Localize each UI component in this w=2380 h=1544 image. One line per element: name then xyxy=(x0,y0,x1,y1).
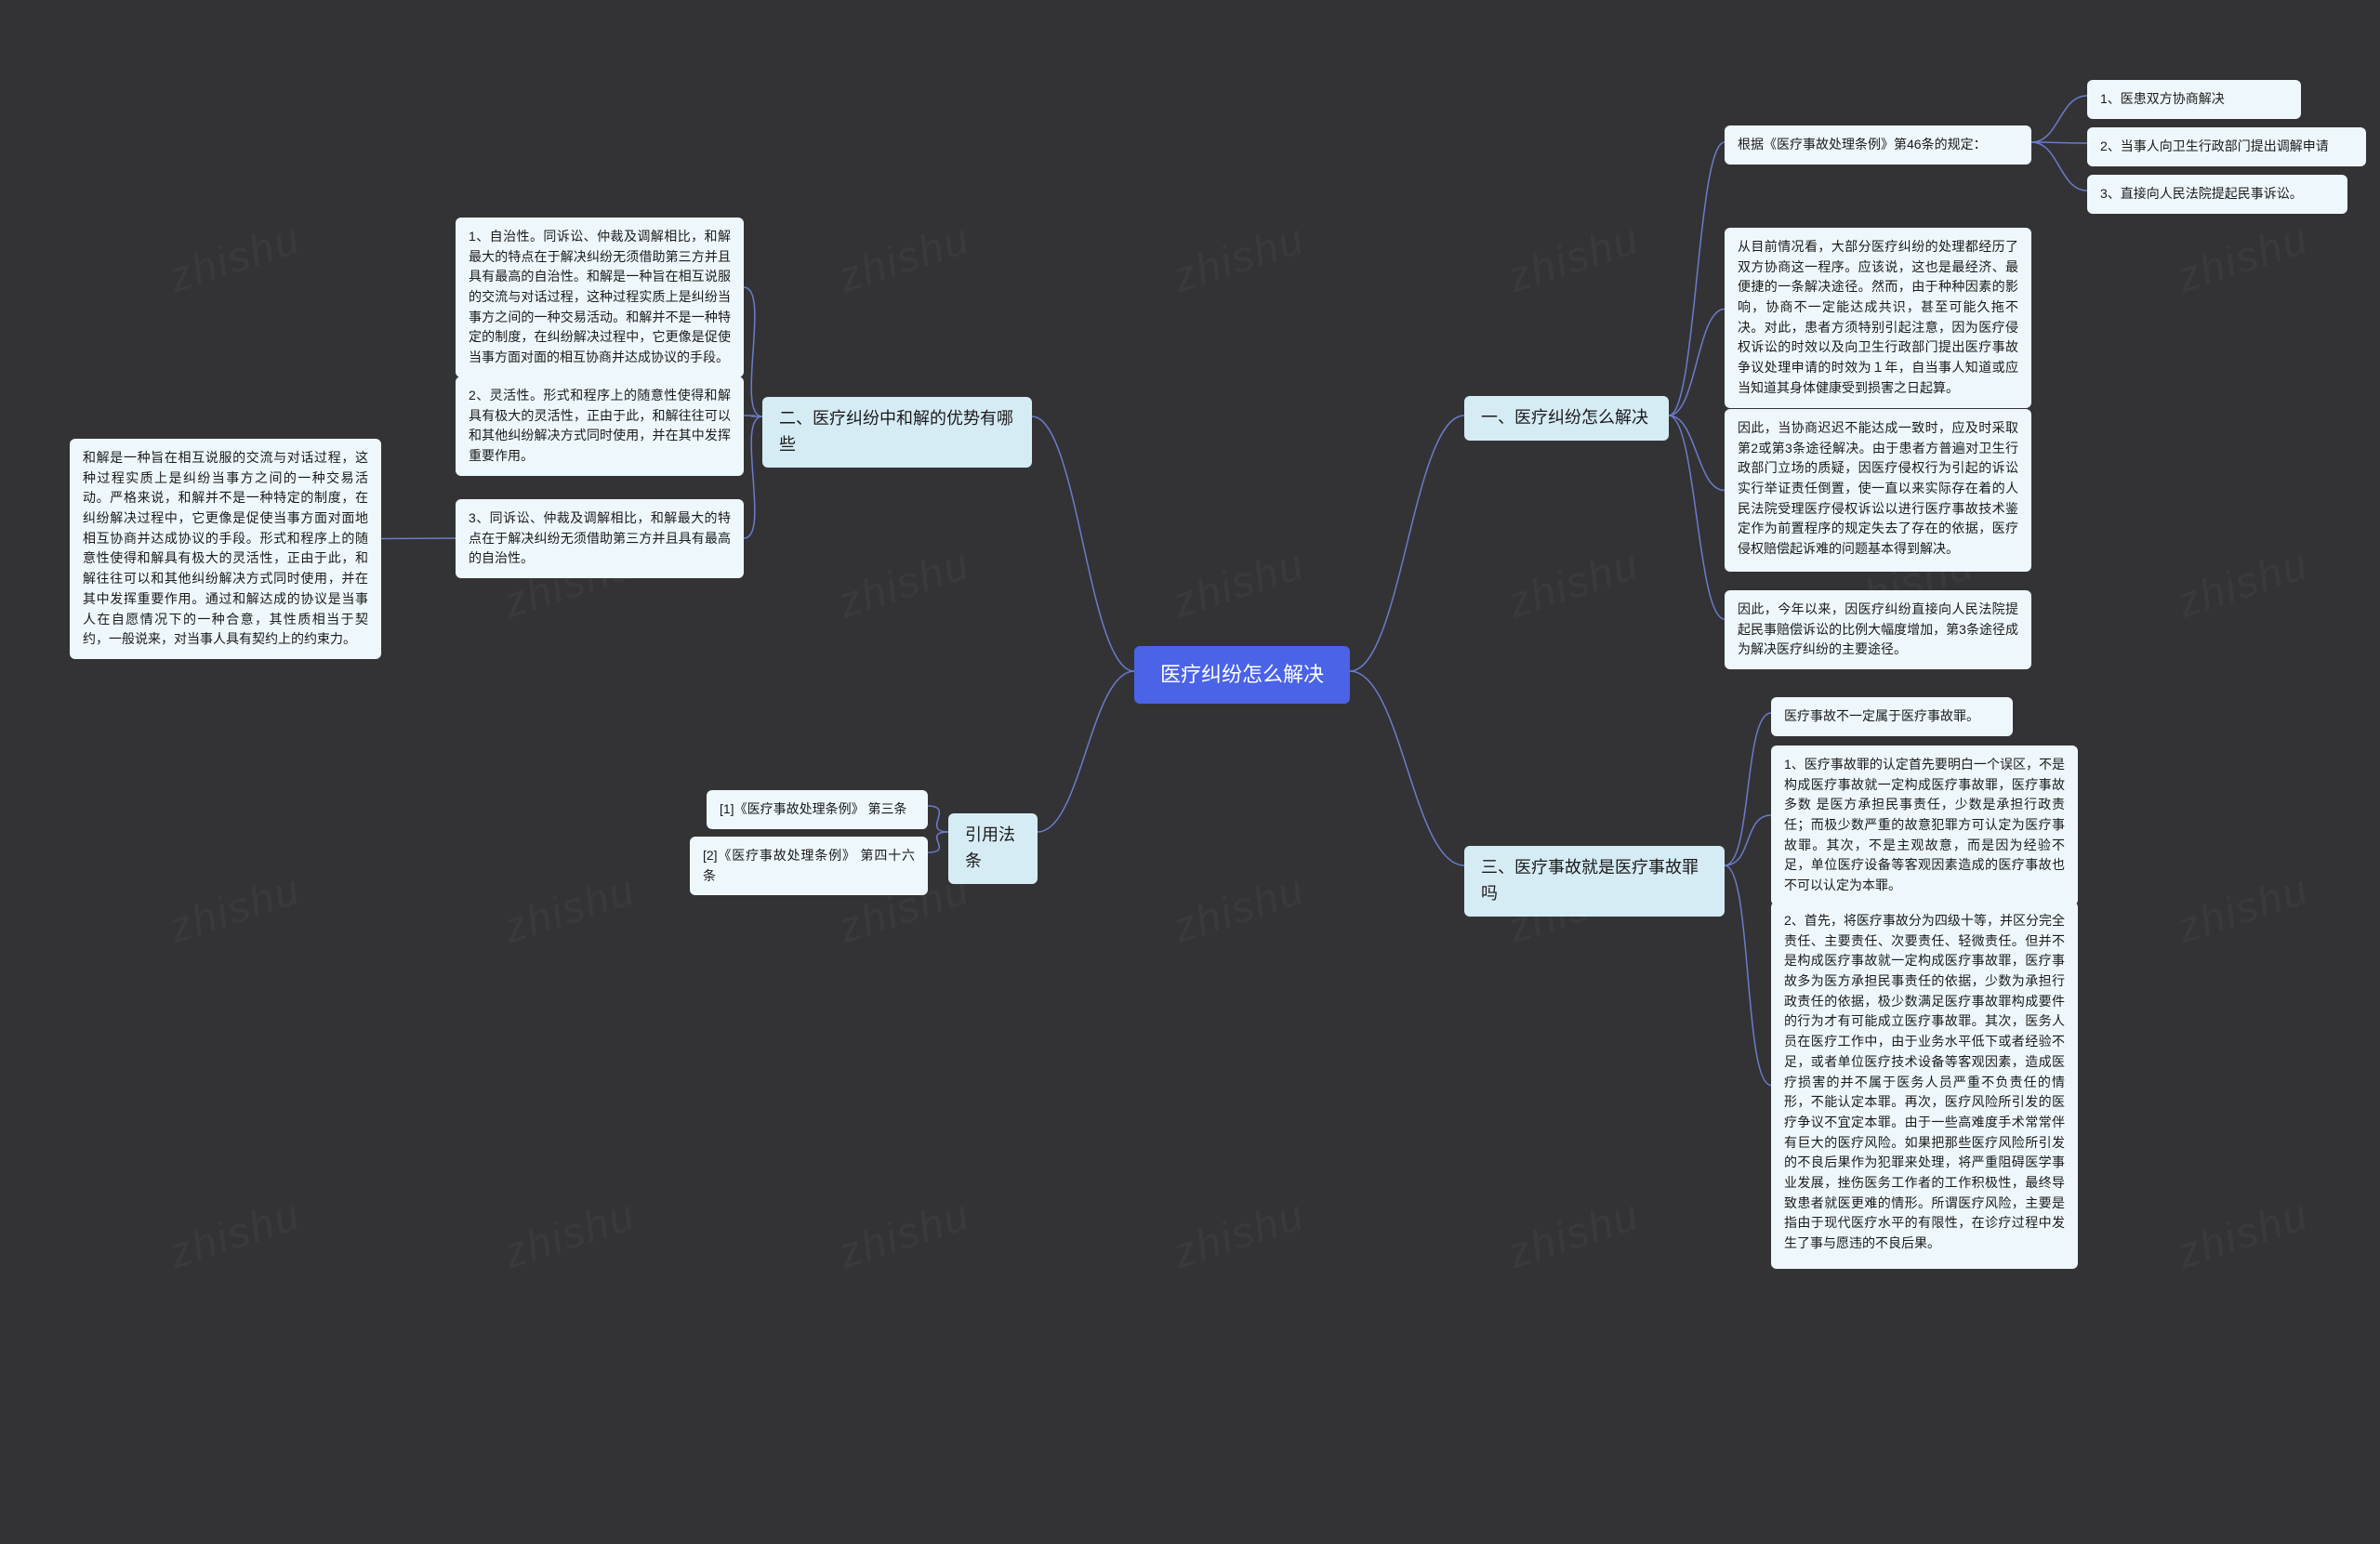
mindmap-node-b1b[interactable]: 从目前情况看，大部分医疗纠纷的处理都经历了双方协商这一程序。应该说，这也是最经济… xyxy=(1725,228,2031,408)
mindmap-node-b2b[interactable]: 2、灵活性。形式和程序上的随意性使得和解具有极大的灵活性，正由于此，和解往往可以… xyxy=(456,376,744,476)
watermark: zhishu xyxy=(2171,538,2315,627)
watermark: zhishu xyxy=(832,1189,976,1278)
mindmap-node-b1c[interactable]: 因此，当协商迟迟不能达成一致时，应及时采取第2或第3条途径解决。由于患者方普遍对… xyxy=(1725,409,2031,572)
connector xyxy=(2031,96,2087,142)
connector xyxy=(1350,416,1464,671)
mindmap-node-b2c[interactable]: 3、同诉讼、仲裁及调解相比，和解最大的特点在于解决纠纷无须借助第三方并且具有最高… xyxy=(456,499,744,578)
connector xyxy=(1350,671,1464,865)
connector xyxy=(1032,416,1134,671)
watermark: zhishu xyxy=(497,864,641,953)
mindmap-node-b2cx[interactable]: 和解是一种旨在相互说服的交流与对话过程，这种过程实质上是纠纷当事方之间的一种交易… xyxy=(70,439,381,659)
watermark: zhishu xyxy=(1167,864,1311,953)
connector xyxy=(928,806,948,832)
watermark: zhishu xyxy=(2171,1189,2315,1278)
watermark: zhishu xyxy=(163,1189,307,1278)
mindmap-node-b4[interactable]: 引用法条 xyxy=(948,813,1038,884)
mindmap-node-b1a3[interactable]: 3、直接向人民法院提起民事诉讼。 xyxy=(2087,175,2347,214)
mindmap-node-root[interactable]: 医疗纠纷怎么解决 xyxy=(1134,646,1350,704)
watermark: zhishu xyxy=(1167,213,1311,302)
watermark: zhishu xyxy=(832,213,976,302)
mindmap-node-b2a[interactable]: 1、自治性。同诉讼、仲裁及调解相比，和解最大的特点在于解决纠纷无须借助第三方并且… xyxy=(456,218,744,377)
connector xyxy=(1725,865,1771,1086)
watermark: zhishu xyxy=(1167,538,1311,627)
connector xyxy=(744,287,762,416)
mindmap-node-b1a2[interactable]: 2、当事人向卫生行政部门提出调解申请 xyxy=(2087,127,2366,166)
mindmap-node-b1d[interactable]: 因此，今年以来，因医疗纠纷直接向人民法院提起民事赔偿诉讼的比例大幅度增加，第3条… xyxy=(1725,590,2031,669)
watermark: zhishu xyxy=(1167,1189,1311,1278)
connector xyxy=(1038,671,1134,832)
watermark: zhishu xyxy=(1501,538,1646,627)
mindmap-node-b2[interactable]: 二、医疗纠纷中和解的优势有哪些 xyxy=(762,397,1032,468)
watermark: zhishu xyxy=(1501,213,1646,302)
mindmap-node-b4b[interactable]: [2]《医疗事故处理条例》 第四十六条 xyxy=(690,837,928,895)
connector xyxy=(1669,416,1725,619)
mindmap-node-b3b[interactable]: 1、医疗事故罪的认定首先要明白一个误区，不是构成医疗事故就一定构成医疗事故罪，医… xyxy=(1771,746,2078,905)
watermark: zhishu xyxy=(163,213,307,302)
watermark: zhishu xyxy=(1501,1189,1646,1278)
mindmap-node-b1[interactable]: 一、医疗纠纷怎么解决 xyxy=(1464,396,1669,441)
connector xyxy=(1669,416,1725,491)
connector xyxy=(2031,142,2087,143)
mindmap-node-b3a[interactable]: 医疗事故不一定属于医疗事故罪。 xyxy=(1771,697,2013,736)
mindmap-node-b1a1[interactable]: 1、医患双方协商解决 xyxy=(2087,80,2301,119)
connector xyxy=(1725,815,1771,865)
connector xyxy=(928,832,948,852)
mindmap-node-b1a[interactable]: 根据《医疗事故处理条例》第46条的规定： xyxy=(1725,125,2031,165)
watermark: zhishu xyxy=(832,538,976,627)
watermark: zhishu xyxy=(163,864,307,953)
connector xyxy=(2031,142,2087,191)
connector xyxy=(744,416,762,538)
connector xyxy=(1725,713,1771,865)
connector xyxy=(381,538,456,539)
mindmap-canvas: { "canvas": { "width": 2560, "height": 1… xyxy=(0,0,2380,1544)
connector xyxy=(1669,142,1725,416)
watermark: zhishu xyxy=(497,1189,641,1278)
connector xyxy=(1669,310,1725,416)
mindmap-node-b3[interactable]: 三、医疗事故就是医疗事故罪吗 xyxy=(1464,846,1725,917)
watermark: zhishu xyxy=(2171,213,2315,302)
mindmap-node-b3c[interactable]: 2、首先，将医疗事故分为四级十等，并区分完全责任、主要责任、次要责任、轻微责任。… xyxy=(1771,902,2078,1269)
mindmap-node-b4a[interactable]: [1]《医疗事故处理条例》 第三条 xyxy=(707,790,928,829)
watermark: zhishu xyxy=(2171,864,2315,953)
